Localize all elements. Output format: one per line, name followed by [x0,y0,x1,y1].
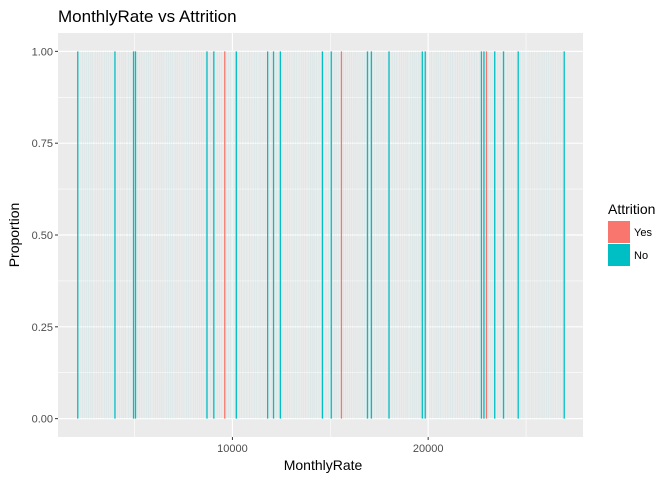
x-axis: 10000 20000 [217,437,443,455]
legend-label-no: No [634,250,648,262]
legend-swatch-yes [608,221,630,243]
y-axis: 0.00 0.25 0.50 0.75 1.00 [32,46,58,426]
legend: Attrition Yes No [608,201,655,266]
y-tick-label: 0.50 [32,230,53,242]
legend-swatch-no [608,244,630,266]
y-axis-title: Proportion [6,203,22,268]
faint-bars [77,51,564,419]
y-tick-label: 0.25 [32,322,53,334]
legend-label-yes: Yes [634,227,652,239]
y-tick-label: 0.75 [32,138,53,150]
chart-title: MonthlyRate vs Attrition [58,7,237,26]
data-bars [77,51,565,419]
y-tick-label: 0.00 [32,414,53,426]
legend-title: Attrition [608,201,655,217]
x-tick-label: 10000 [217,443,248,455]
x-axis-title: MonthlyRate [284,457,363,473]
y-tick-label: 1.00 [32,46,53,58]
x-tick-label: 20000 [413,443,444,455]
